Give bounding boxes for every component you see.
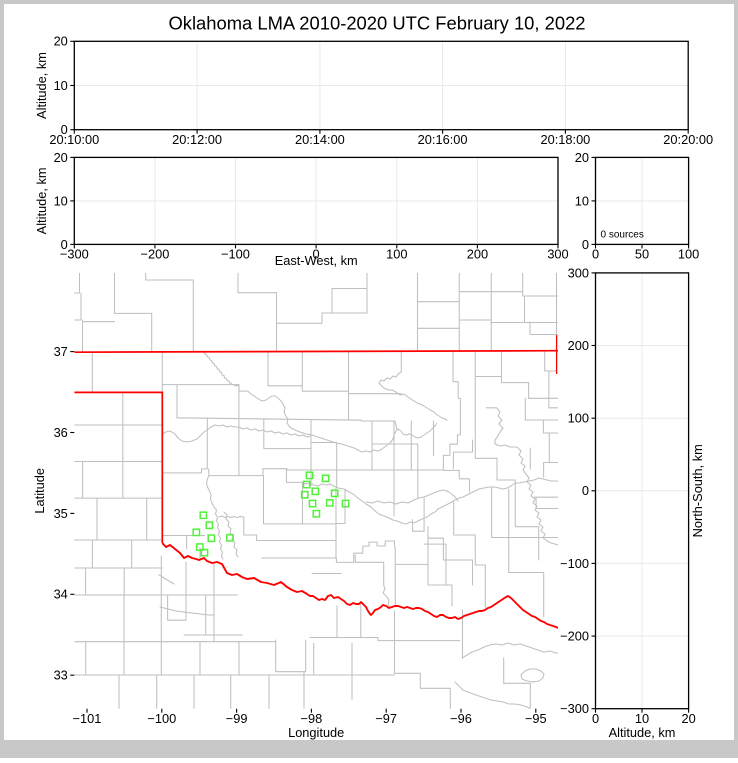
svg-text:0: 0 bbox=[582, 237, 589, 252]
svg-text:−96: −96 bbox=[450, 711, 472, 726]
svg-text:20: 20 bbox=[681, 711, 695, 726]
svg-text:−101: −101 bbox=[73, 711, 102, 726]
svg-text:0 sources: 0 sources bbox=[601, 230, 644, 241]
svg-text:36: 36 bbox=[54, 425, 68, 440]
svg-text:10: 10 bbox=[54, 193, 68, 208]
svg-text:−100: −100 bbox=[147, 711, 176, 726]
svg-text:Oklahoma LMA 2010-2020 UTC Feb: Oklahoma LMA 2010-2020 UTC February 10, … bbox=[168, 13, 585, 34]
svg-text:East-West, km: East-West, km bbox=[275, 253, 358, 268]
svg-text:37: 37 bbox=[54, 344, 68, 359]
svg-text:100: 100 bbox=[386, 247, 407, 262]
svg-text:20:12:00: 20:12:00 bbox=[172, 132, 222, 147]
svg-text:Longitude: Longitude bbox=[288, 725, 344, 740]
svg-text:50: 50 bbox=[635, 247, 649, 262]
svg-text:20:20:00: 20:20:00 bbox=[663, 132, 713, 147]
svg-text:−300: −300 bbox=[560, 701, 589, 716]
svg-text:−99: −99 bbox=[226, 711, 248, 726]
svg-text:Latitude: Latitude bbox=[32, 468, 47, 514]
svg-text:−97: −97 bbox=[375, 711, 397, 726]
svg-text:North-South, km: North-South, km bbox=[690, 444, 705, 537]
svg-text:33: 33 bbox=[54, 668, 68, 683]
svg-text:−100: −100 bbox=[560, 556, 589, 571]
svg-text:0: 0 bbox=[61, 237, 68, 252]
svg-text:0: 0 bbox=[592, 247, 599, 262]
svg-text:−98: −98 bbox=[301, 711, 323, 726]
svg-text:20: 20 bbox=[54, 34, 68, 49]
svg-text:Altitude, km: Altitude, km bbox=[34, 52, 49, 119]
svg-text:20:16:00: 20:16:00 bbox=[418, 132, 468, 147]
svg-text:Altitude, km: Altitude, km bbox=[609, 725, 676, 740]
svg-text:0: 0 bbox=[582, 483, 589, 498]
svg-text:300: 300 bbox=[547, 247, 568, 262]
svg-text:−100: −100 bbox=[221, 247, 250, 262]
svg-text:0: 0 bbox=[313, 247, 320, 262]
svg-text:100: 100 bbox=[678, 247, 699, 262]
svg-text:34: 34 bbox=[54, 587, 68, 602]
svg-text:20: 20 bbox=[575, 150, 589, 165]
svg-text:Altitude, km: Altitude, km bbox=[34, 167, 49, 234]
svg-text:−200: −200 bbox=[140, 247, 169, 262]
svg-text:0: 0 bbox=[592, 711, 599, 726]
svg-text:10: 10 bbox=[635, 711, 649, 726]
svg-text:20:10:00: 20:10:00 bbox=[49, 132, 99, 147]
svg-text:−95: −95 bbox=[525, 711, 547, 726]
svg-text:200: 200 bbox=[467, 247, 488, 262]
svg-text:20: 20 bbox=[54, 150, 68, 165]
svg-text:10: 10 bbox=[575, 193, 589, 208]
svg-text:0: 0 bbox=[61, 122, 68, 137]
svg-text:100: 100 bbox=[568, 411, 589, 426]
svg-text:−300: −300 bbox=[60, 247, 89, 262]
svg-text:35: 35 bbox=[54, 506, 68, 521]
svg-text:200: 200 bbox=[568, 338, 589, 353]
svg-text:10: 10 bbox=[54, 78, 68, 93]
svg-text:20:18:00: 20:18:00 bbox=[540, 132, 590, 147]
svg-text:20:14:00: 20:14:00 bbox=[295, 132, 345, 147]
svg-text:−200: −200 bbox=[560, 629, 589, 644]
svg-text:300: 300 bbox=[568, 265, 589, 280]
